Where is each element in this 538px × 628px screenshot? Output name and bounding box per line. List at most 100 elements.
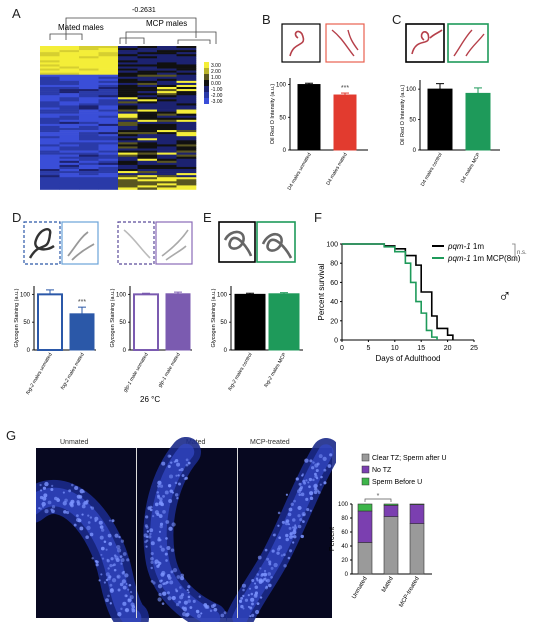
nucleus-dot <box>100 546 105 551</box>
nucleus-dot <box>109 564 113 568</box>
heatmap-cell <box>59 146 80 149</box>
heatmap-cell <box>59 162 80 166</box>
heatmap-cell <box>40 101 60 104</box>
nucleus-dot <box>178 469 181 472</box>
heatmap-cell <box>137 138 158 141</box>
heatmap-cell <box>157 183 177 186</box>
nucleus-dot <box>255 609 260 615</box>
heatmap-cell <box>176 72 197 75</box>
heatmap-cell <box>40 70 60 73</box>
heatmap-cell <box>118 60 138 63</box>
heatmap-cell <box>157 68 177 71</box>
significance-label: * <box>377 493 380 500</box>
heatmap-cell <box>118 93 138 96</box>
heatmap-cell <box>118 72 138 75</box>
heatmap-cell <box>176 173 197 176</box>
heatmap-cell <box>98 162 119 166</box>
nucleus-dot <box>290 502 294 506</box>
heatmap-cell <box>157 115 177 119</box>
heatmap-cell <box>137 181 158 184</box>
nucleus-dot <box>116 574 121 579</box>
nucleus-dot <box>288 507 293 512</box>
heatmap-cell <box>98 89 119 92</box>
nucleus-dot <box>70 500 74 505</box>
heatmap-cell <box>59 97 80 100</box>
x-tick-label: glp-1 male unmated <box>122 352 149 393</box>
heatmap-cell <box>118 91 138 94</box>
nucleus-dot <box>68 489 72 493</box>
nucleus-dot <box>198 595 201 598</box>
heatmap-cell <box>79 95 99 98</box>
heatmap-cell <box>137 64 158 67</box>
heatmap-cell <box>157 136 177 139</box>
heatmap-cell <box>59 89 80 92</box>
heatmap-cell <box>59 72 80 75</box>
nucleus-dot <box>39 483 42 487</box>
nucleus-dot <box>121 579 127 584</box>
heatmap-cell <box>59 60 80 63</box>
heatmap-cell <box>40 117 60 121</box>
nucleus-dot <box>187 461 191 465</box>
heatmap-cell <box>40 148 60 151</box>
heatmap-cell <box>98 54 119 57</box>
nucleus-dot <box>158 538 162 542</box>
heatmap-cell <box>176 144 197 147</box>
nucleus-dot <box>170 570 174 574</box>
heatmap-cell <box>137 130 158 133</box>
worm-image-mcp <box>447 23 489 63</box>
heatmap-cell <box>98 166 119 170</box>
heatmap-cell <box>176 148 197 151</box>
nucleus-dot <box>253 594 258 599</box>
heatmap-cell <box>157 150 177 153</box>
nucleus-dot <box>192 599 196 603</box>
heatmap-cell <box>118 125 138 129</box>
heatmap-cell <box>176 132 197 135</box>
heatmap-cell <box>157 80 177 84</box>
nucleus-dot <box>223 611 227 615</box>
heatmap-cell <box>137 60 158 63</box>
bar <box>465 92 491 151</box>
heatmap-cell <box>40 87 60 90</box>
heatmap-cell <box>40 62 60 65</box>
heatmap-cell <box>157 175 177 178</box>
heatmap-cell <box>176 158 197 162</box>
significance-label: *** <box>78 299 86 306</box>
heatmap-cell <box>157 125 177 129</box>
heatmap-cell <box>118 68 138 71</box>
y-tick-label: 50 <box>23 320 30 326</box>
heatmap-cell <box>79 52 99 55</box>
nucleus-dot <box>285 534 289 538</box>
heatmap-cell <box>79 48 99 51</box>
bar <box>268 293 300 351</box>
legend-tick: -1.00 <box>211 87 223 93</box>
nucleus-dot <box>187 599 191 603</box>
nucleus-dot <box>131 608 136 613</box>
heatmap-cell <box>40 97 60 100</box>
x-tick-label: 15 <box>417 345 425 352</box>
heatmap-cell <box>98 50 119 53</box>
nucleus-dot <box>111 519 115 523</box>
heatmap-cell <box>40 111 60 114</box>
heatmap-cell <box>98 103 119 106</box>
heatmap-cell <box>157 52 177 55</box>
heatmap-cell <box>176 156 197 160</box>
heatmap-cell <box>59 171 80 174</box>
heatmap-cell <box>59 160 80 164</box>
nucleus-dot <box>257 555 262 560</box>
nucleus-dot <box>150 552 154 556</box>
heatmap-cell <box>79 50 99 53</box>
nucleus-dot <box>178 600 182 604</box>
heatmap-cell <box>176 121 197 125</box>
nucleus-dot <box>249 606 252 609</box>
nucleus-dot <box>87 521 91 524</box>
heatmap-cell <box>40 107 60 110</box>
heatmap-cell <box>79 164 99 168</box>
heatmap-cell <box>157 48 177 51</box>
nucleus-dot <box>312 478 315 482</box>
heatmap-cell <box>59 54 80 57</box>
heatmap-cell <box>40 160 60 164</box>
heatmap-cell <box>98 160 119 164</box>
nucleus-dot <box>297 524 302 529</box>
nucleus-dot <box>187 591 190 594</box>
heatmap-cell <box>137 146 158 149</box>
